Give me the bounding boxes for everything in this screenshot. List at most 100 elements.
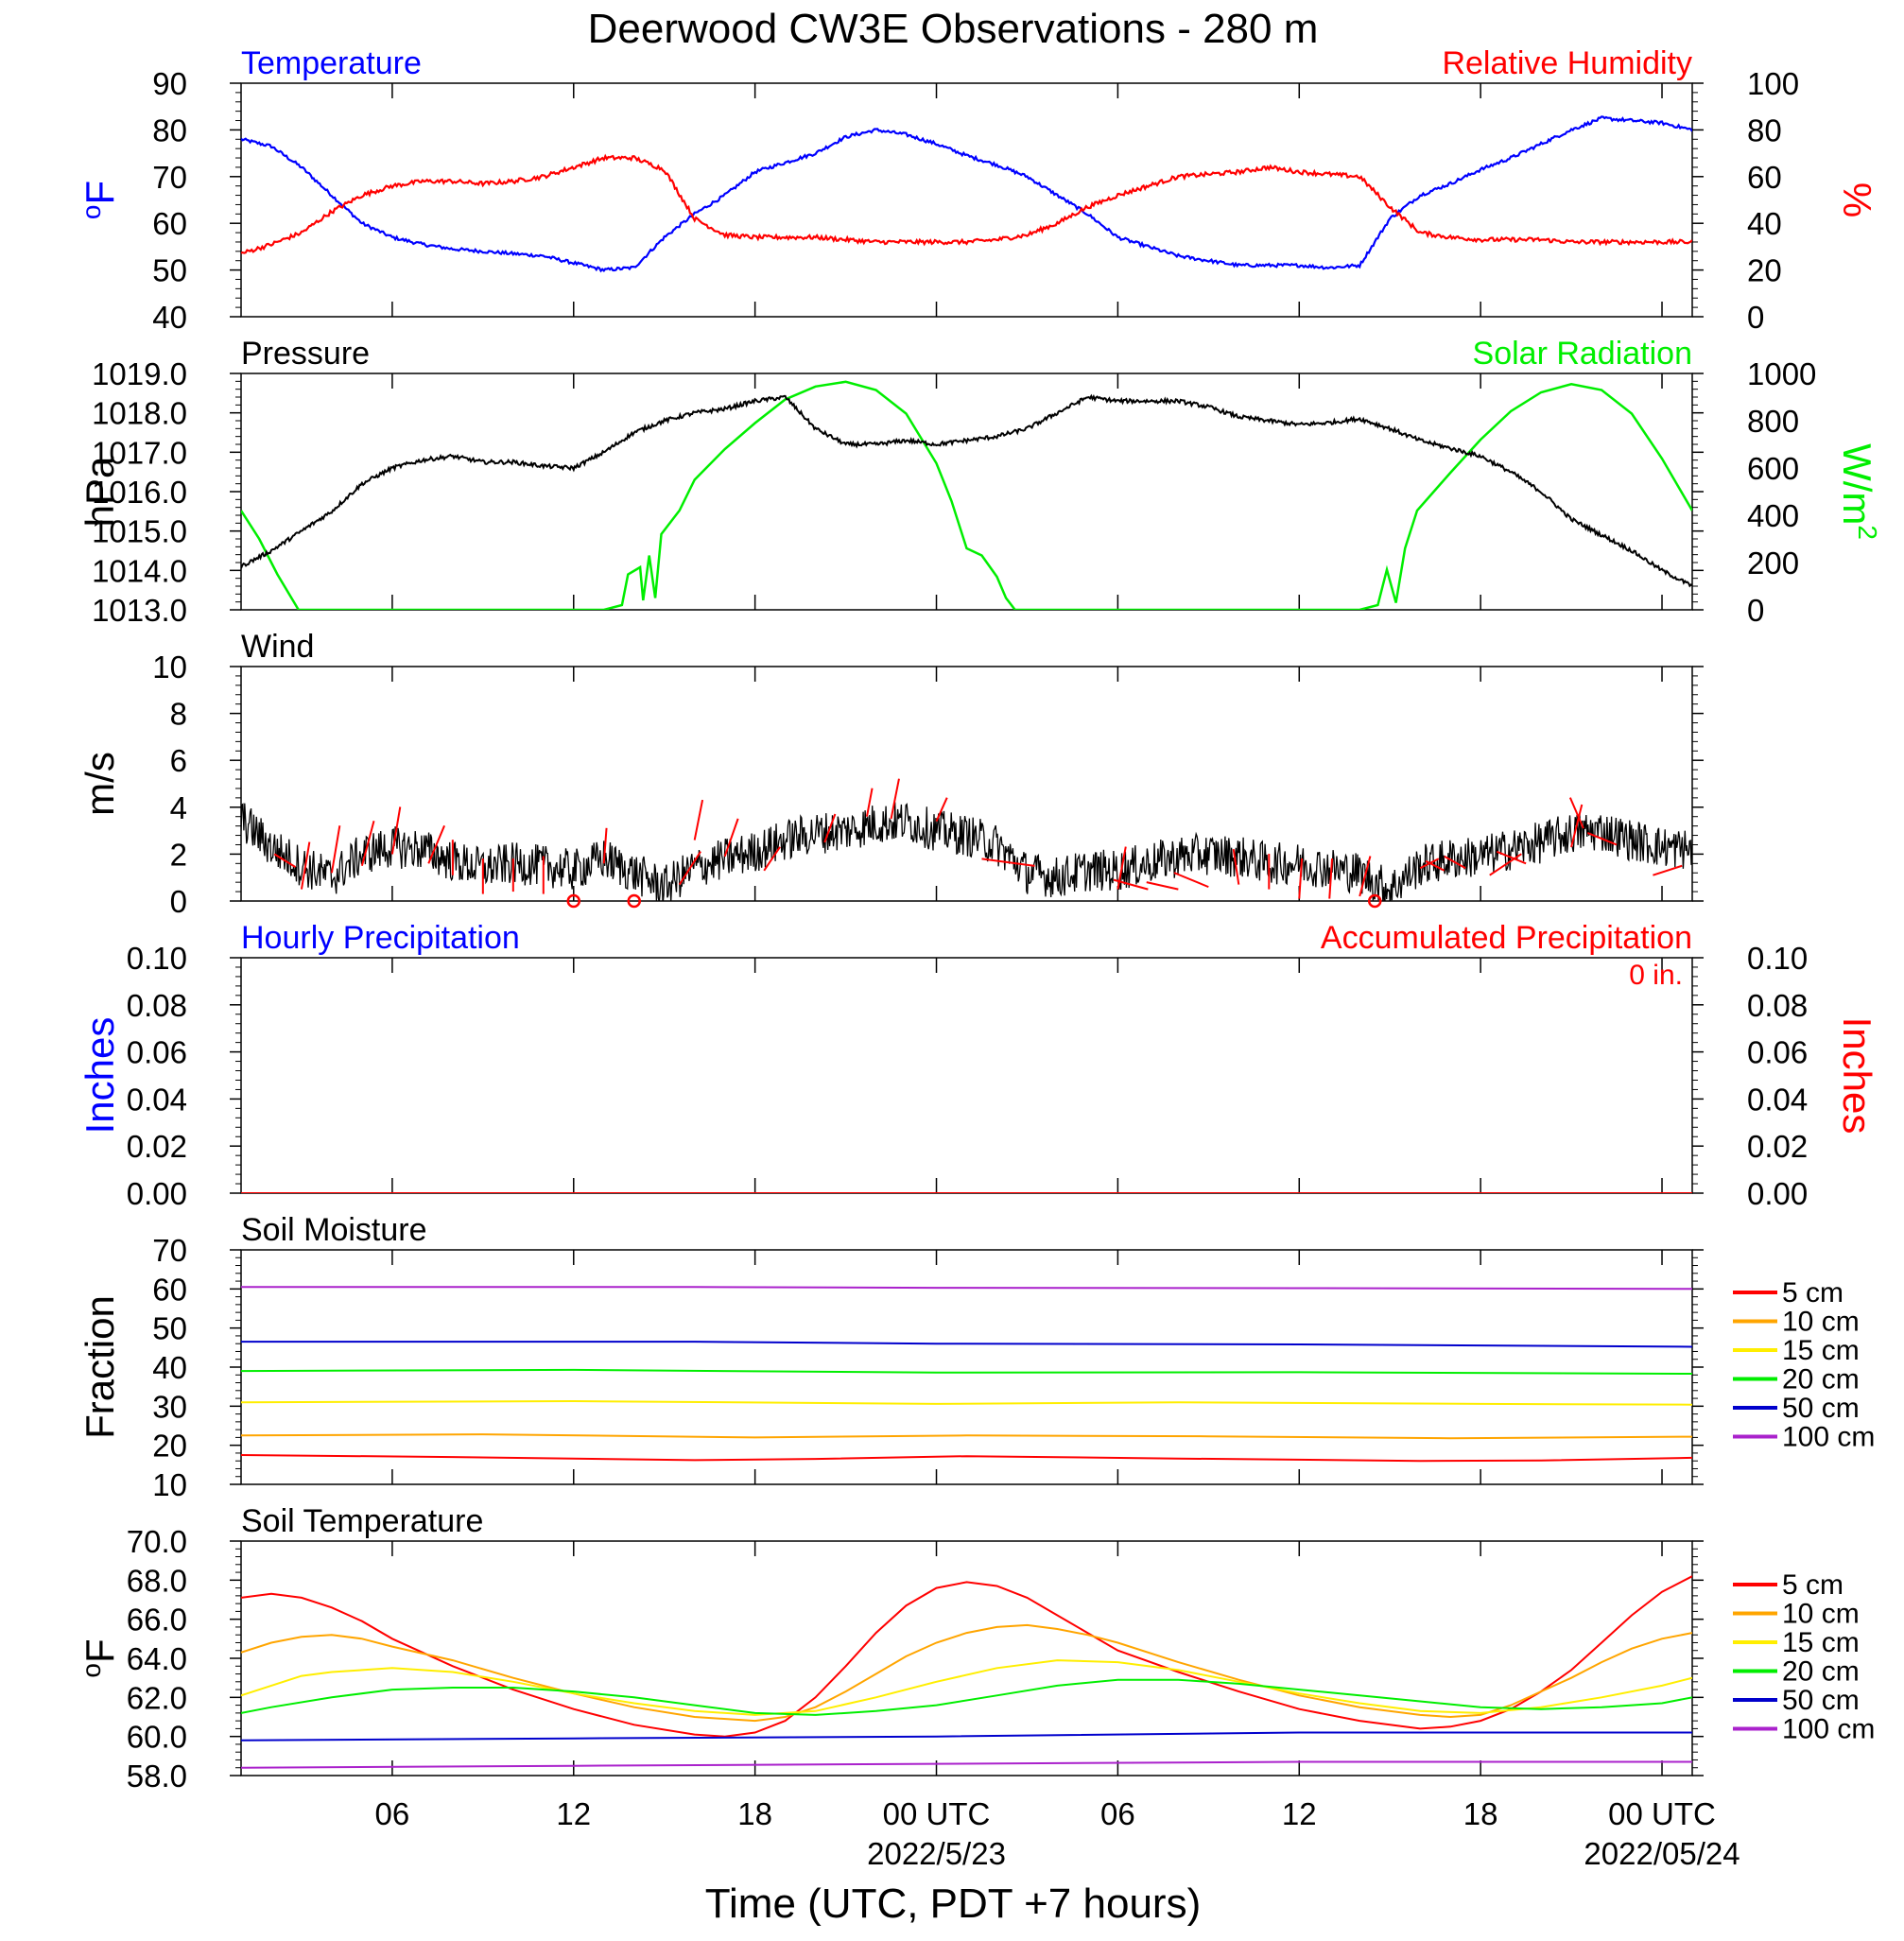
wind-barb: [1113, 878, 1149, 891]
x-axis-tick-labels: 06 12 18 00 UTC 2022/5/23 06 12 18 00 UTC 2022/05…: [375, 1796, 1740, 1871]
y-tick-label-left: 0.08: [127, 988, 187, 1023]
x-tick-date-label: 2022/05/24: [1584, 1836, 1740, 1871]
y-tick-label-left: 1013.0: [92, 593, 187, 628]
x-tick-date-label: 2022/5/23: [867, 1836, 1006, 1871]
wind-barb: [1298, 858, 1304, 899]
x-axis-label: Time (UTC, PDT +7 hours): [705, 1880, 1201, 1927]
y-tick-label-right: 0.10: [1747, 941, 1808, 976]
y-tick-label-left: 70: [152, 160, 187, 195]
soil-moisture-line: [241, 1286, 1692, 1291]
x-tick-label: 00 UTC: [1608, 1796, 1716, 1831]
panel-frame: [240, 82, 1693, 318]
legend-label: 15 cm: [1782, 1335, 1860, 1366]
y-tick-label-left: 1017.0: [92, 435, 187, 470]
legend-label: 100 cm: [1782, 1714, 1875, 1745]
wind-barb: [1328, 858, 1334, 899]
pressure-line: [241, 393, 1692, 588]
wind-barb: [1570, 804, 1584, 848]
wind-barb: [1568, 797, 1584, 829]
y-tick-label-right: 0.04: [1747, 1082, 1808, 1117]
soil-temp-line: [241, 1678, 1692, 1716]
y-tick-label-left: 80: [152, 113, 187, 147]
y-axis-label-right: W/m2: [1835, 443, 1882, 540]
legend-label: 100 cm: [1782, 1422, 1875, 1453]
wind-barb: [1146, 881, 1179, 891]
wind-barb: [273, 853, 297, 869]
x-tick-label: 12: [556, 1796, 591, 1831]
legend-entry: 20 cm: [1733, 1656, 1860, 1688]
legend-label: 50 cm: [1782, 1393, 1860, 1424]
soil-temp-line: [241, 1731, 1692, 1742]
y-tick-label-left: 40: [152, 300, 187, 335]
panel-title-right: Accumulated Precipitation: [1321, 920, 1692, 956]
y-tick-label-left: 30: [152, 1389, 187, 1424]
wind-barb: [1653, 864, 1683, 876]
wind-barb: [602, 827, 608, 864]
panel-pressure-solar: 1019.0 1018.0 1017.0 1016.0 1015.0 1014.0 1013…: [78, 336, 1882, 628]
humidity-line: [241, 153, 1692, 254]
panel-temp-rh: 90 80 70 60 50 40 100 80 60 40 20 0 Temperature Relat…: [77, 45, 1879, 335]
legend-entry: 100 cm: [1733, 1714, 1875, 1745]
x-tick-label: 00 UTC: [883, 1796, 991, 1831]
x-tick-label: 06: [375, 1796, 410, 1831]
panel-soil-temp: 70.0 68.0 66.064.0 62.0 60.0 58.0 Soil Tempera…: [77, 1503, 1875, 1794]
y-tick-label-left: 66.0: [127, 1603, 187, 1638]
y-tick-label-left: 8: [170, 697, 187, 732]
x-tick-label: 06: [1100, 1796, 1135, 1831]
y-tick-label-left: 90: [152, 66, 187, 101]
series-group: [241, 1286, 1692, 1463]
panel-frame: [240, 666, 1693, 902]
y-tick-label-right: 60: [1747, 160, 1782, 195]
y-tick-label-left: 50: [152, 1311, 187, 1346]
y-tick-label-right: 20: [1747, 253, 1782, 288]
y-tick-label-right: 40: [1747, 206, 1782, 241]
panel-title-left: Soil Moisture: [241, 1212, 427, 1248]
wind-barb: [1489, 853, 1522, 876]
wind-speed-line: [241, 802, 1692, 901]
y-tick-label-left: 2: [170, 837, 187, 872]
calm-wind-marker: [627, 893, 641, 909]
soil-moisture-line: [241, 1368, 1692, 1375]
wind-barb: [1173, 872, 1209, 889]
soil-moisture-line: [241, 1341, 1692, 1348]
y-tick-label-left: 1015.0: [92, 514, 187, 549]
panel-wind: 10 8 6 4 2 0 Wind m/s: [78, 629, 1704, 919]
y-tick-label-left: 10: [152, 650, 187, 685]
soil-moisture-line: [241, 1433, 1692, 1440]
y-tick-label-left: 70: [152, 1233, 187, 1268]
y-tick-label-left: 0.02: [127, 1129, 187, 1164]
y-tick-label-right: 0.08: [1747, 988, 1808, 1023]
legend-label: 50 cm: [1782, 1685, 1860, 1716]
y-tick-label-right: 0.00: [1747, 1176, 1808, 1211]
y-axis-label-right: Inches: [1835, 1017, 1879, 1135]
x-tick-label: 12: [1282, 1796, 1317, 1831]
legend-label: 10 cm: [1782, 1599, 1860, 1630]
y-axis-label-left: oF: [77, 1638, 122, 1677]
y-tick-label-right: 200: [1747, 546, 1799, 581]
wind-barb: [360, 821, 375, 867]
wind-barb: [823, 813, 837, 843]
y-tick-label-left: 1014.0: [92, 553, 187, 588]
temperature-line: [241, 115, 1692, 273]
y-tick-label-left: 0.00: [127, 1176, 187, 1211]
legend-label: 20 cm: [1782, 1656, 1860, 1688]
soil-temp-line: [241, 1659, 1692, 1716]
y-tick-label-left: 60: [152, 206, 187, 241]
legend-label: 15 cm: [1782, 1627, 1860, 1658]
wind-barb: [865, 788, 874, 817]
y-tick-label-right: 80: [1747, 113, 1782, 147]
wind-barb: [723, 818, 739, 858]
y-tick-label-left: 0: [170, 884, 187, 919]
y-tick-label-right: 800: [1747, 404, 1799, 439]
y-tick-label-right: 0: [1747, 593, 1764, 628]
soil-moisture-line: [241, 1399, 1692, 1406]
y-tick-label-right: 0: [1747, 300, 1764, 335]
wind-barb: [1359, 856, 1372, 897]
y-axis-label-left: oF: [77, 181, 122, 219]
soil-temp-line: [241, 1575, 1692, 1738]
series-group: [241, 380, 1692, 610]
wind-barb: [935, 797, 948, 823]
y-tick-label-left: 62.0: [127, 1680, 187, 1715]
y-tick-label-left: 6: [170, 743, 187, 778]
